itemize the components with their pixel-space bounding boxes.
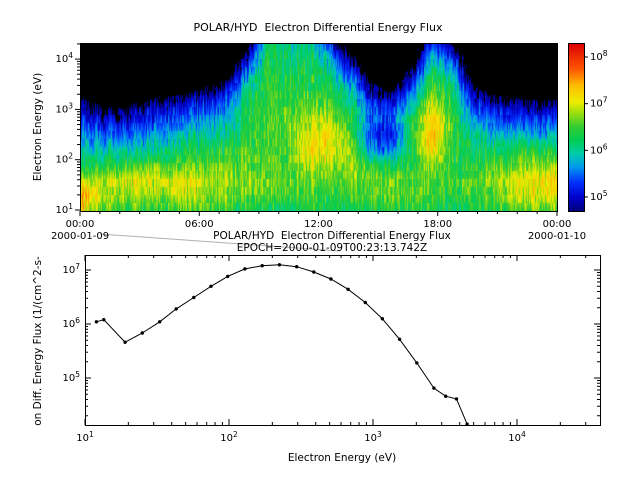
top-x-tick-label: 18:00 xyxy=(423,219,452,230)
top-x-tick-label: 12:00 xyxy=(304,219,333,230)
spectrum-point xyxy=(226,274,230,279)
start-date-label: 2000-01-09 xyxy=(50,231,110,242)
colorbar-tick-label: 105 xyxy=(590,189,608,203)
epoch-connector-line xyxy=(99,233,341,252)
spectrum-point xyxy=(295,265,299,269)
spectrum-point xyxy=(243,267,247,271)
spectrum-point xyxy=(192,295,196,300)
colorbar-tick-label: 108 xyxy=(590,49,608,63)
spectrum-point xyxy=(465,422,469,426)
end-date-label: 2000-01-10 xyxy=(527,231,587,242)
spectrum-point xyxy=(312,270,316,274)
spectrum-point xyxy=(102,318,106,322)
spectrum-point xyxy=(454,397,459,401)
top-plot-axes xyxy=(75,43,588,216)
top-y-tick-label: 102 xyxy=(55,152,73,166)
bottom-plot-frame xyxy=(85,255,601,426)
bottom-y-tick-label: 107 xyxy=(62,262,80,276)
bottom-plot-subtitle: EPOCH=2000-01-09T00:23:13.742Z xyxy=(236,242,428,254)
top-plot-frame xyxy=(80,43,558,212)
bottom-plot-axes xyxy=(84,255,601,426)
spectrum-point xyxy=(415,361,419,365)
spectrum-point xyxy=(432,386,436,390)
spectrum-point xyxy=(277,263,282,267)
bottom-plot-title: POLAR/HYD Electron Differential Energy F… xyxy=(213,230,451,242)
bottom-x-axis-label: Electron Energy (eV) xyxy=(287,452,397,464)
top-x-tick-label: 00:00 xyxy=(66,219,95,230)
spectrum-point xyxy=(329,277,333,281)
spectrum-point xyxy=(444,394,448,398)
spectrum-point xyxy=(158,320,162,324)
spectrum-line xyxy=(96,264,468,425)
top-plot-title: POLAR/HYD Electron Differential Energy F… xyxy=(193,21,443,34)
top-x-tick-label: 00:00 xyxy=(543,219,572,230)
spectrum-point xyxy=(209,284,213,288)
colorbar-tick-label: 107 xyxy=(590,96,608,110)
colorbar-gradient xyxy=(568,43,584,211)
top-y-tick-label: 104 xyxy=(55,51,73,65)
spectrum-point xyxy=(397,337,402,341)
bottom-x-tick-label: 102 xyxy=(220,430,238,444)
spectrum-point xyxy=(174,307,178,311)
colorbar-tick-label: 106 xyxy=(590,142,608,156)
bottom-y-axis-label: on Diff. Energy Flux (1/(cm^2-s- xyxy=(32,256,44,426)
top-y-tick-label: 101 xyxy=(55,202,73,216)
spectrum-point xyxy=(380,317,385,321)
spectrum-point xyxy=(260,264,264,268)
bottom-x-tick-label: 103 xyxy=(364,430,382,444)
spectrogram-image[interactable] xyxy=(80,43,557,211)
spectrum-point xyxy=(94,320,99,324)
top-y-tick-label: 103 xyxy=(55,101,73,115)
top-x-tick-label: 06:00 xyxy=(185,219,214,230)
spectrum-point xyxy=(123,340,127,344)
bottom-y-tick-label: 106 xyxy=(62,316,80,330)
spectrum-point xyxy=(140,331,144,335)
bottom-x-tick-label: 101 xyxy=(76,430,94,444)
spectrum-point xyxy=(363,300,367,305)
bottom-y-tick-label: 105 xyxy=(62,370,80,384)
bottom-x-tick-label: 104 xyxy=(508,430,526,444)
colorbar-frame xyxy=(568,43,585,212)
spectrum-point xyxy=(346,287,350,291)
top-y-axis-label: Electron Energy (eV) xyxy=(32,72,44,182)
